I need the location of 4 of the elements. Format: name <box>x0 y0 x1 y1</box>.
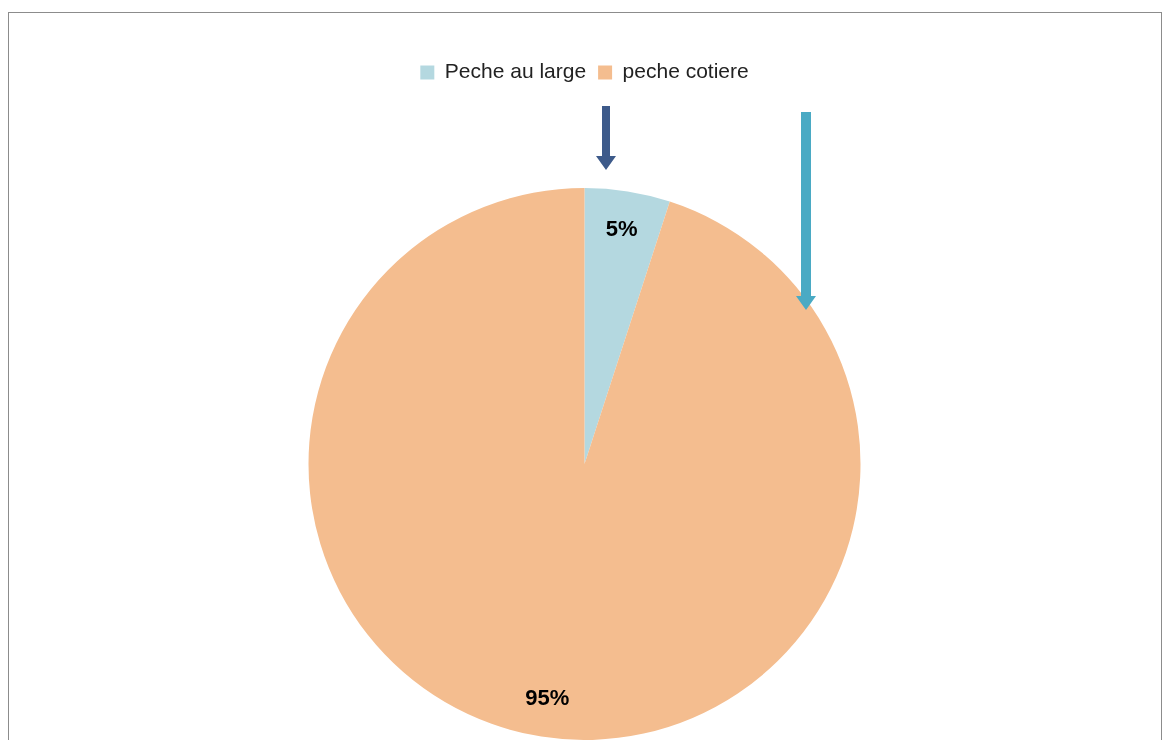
legend-label: peche cotiere <box>622 59 749 83</box>
data-label: 5% <box>605 215 638 241</box>
legend-label: Peche au large <box>444 59 587 83</box>
data-label: 95% <box>525 684 570 710</box>
